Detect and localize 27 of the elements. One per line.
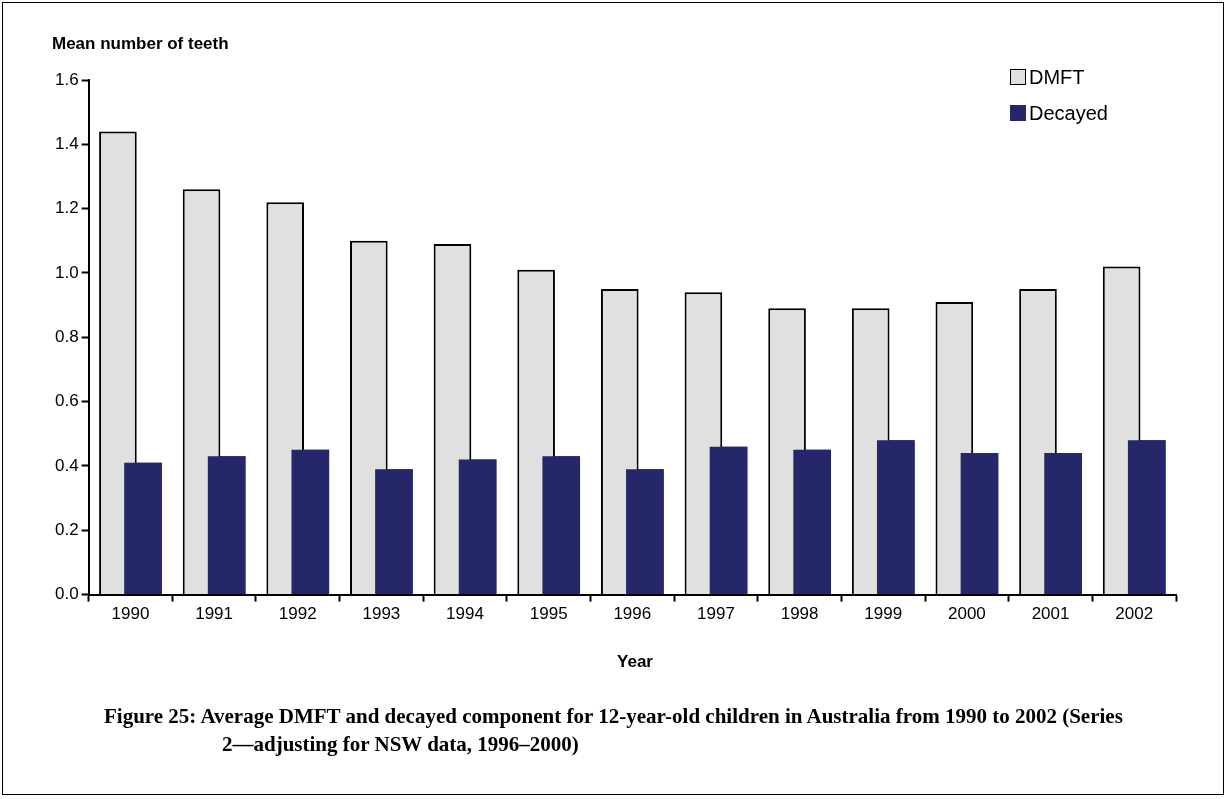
legend-label: DMFT bbox=[1029, 65, 1085, 89]
x-tick-label: 1999 bbox=[864, 604, 903, 624]
x-tick-label: 1994 bbox=[446, 604, 484, 624]
y-tick-label: 1.2 bbox=[54, 198, 79, 218]
legend-label: Decayed bbox=[1029, 101, 1108, 125]
x-axis-title: Year bbox=[616, 652, 654, 672]
y-axis-title: Mean number of teeth bbox=[52, 34, 229, 54]
x-tick-label: 1993 bbox=[362, 604, 401, 624]
x-tick-label: 1990 bbox=[111, 604, 150, 624]
y-tick-label: 0.2 bbox=[54, 519, 79, 539]
y-tick-label: 0.6 bbox=[54, 391, 79, 411]
x-tick-label: 1995 bbox=[529, 604, 568, 624]
x-tick-label: 1997 bbox=[697, 604, 735, 624]
y-tick-label: 0.4 bbox=[54, 455, 79, 475]
y-tick-label: 1.4 bbox=[54, 134, 79, 154]
x-tick-label: 1998 bbox=[780, 604, 819, 624]
y-tick-label: 1.6 bbox=[54, 69, 79, 89]
x-tick-label: 2002 bbox=[1115, 604, 1154, 624]
x-tick-label: 1992 bbox=[278, 604, 317, 624]
y-tick-label: 0.0 bbox=[54, 584, 79, 604]
x-tick-label: 2000 bbox=[947, 604, 986, 624]
y-tick-label: 1.0 bbox=[54, 262, 79, 282]
text: Figure 25: Average DMFT and decayed component for 12-year-old children in Australia from 1990 to 2002 (Series 2—adjusting for NSW data, 1996–2000) bbox=[104, 703, 1124, 758]
x-tick-label: 1991 bbox=[195, 604, 234, 624]
y-tick-label: 0.8 bbox=[54, 326, 79, 346]
x-tick-label: 1996 bbox=[613, 604, 652, 624]
x-tick-label: 2001 bbox=[1031, 604, 1070, 624]
